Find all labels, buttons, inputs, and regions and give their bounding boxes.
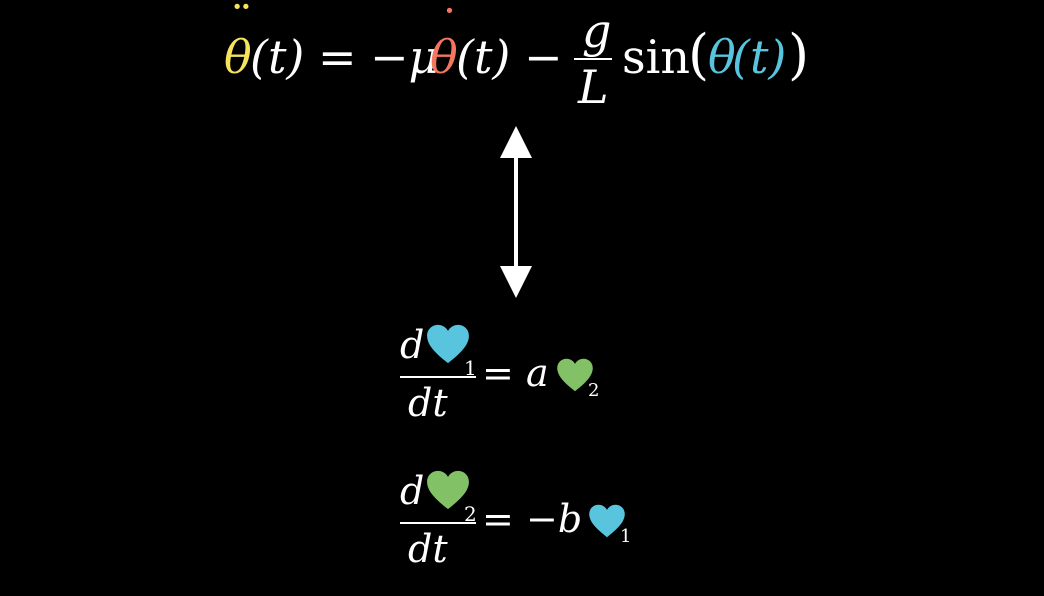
dot-accent: ˙ bbox=[438, 0, 461, 54]
rhs-subscript-1: 1 bbox=[620, 526, 632, 547]
minus-sign: − bbox=[524, 30, 563, 84]
fraction-bar bbox=[400, 376, 476, 378]
heart-blue-icon bbox=[589, 504, 625, 538]
paren-t-3: (t) bbox=[732, 30, 787, 84]
theta-dot: θ bbox=[430, 30, 458, 84]
paren-t-1: (t) bbox=[250, 30, 305, 84]
sin-function: sin bbox=[622, 30, 690, 84]
equals-sign: = bbox=[482, 351, 514, 395]
double-arrow-icon bbox=[500, 126, 532, 298]
denominator-dt: dt bbox=[408, 381, 448, 425]
fraction-bar bbox=[574, 58, 612, 60]
left-paren: ( bbox=[688, 23, 710, 86]
theta: θ bbox=[708, 30, 736, 84]
theta-double-dot: θ bbox=[224, 30, 252, 84]
fraction-denominator-L: L bbox=[578, 60, 609, 114]
double-dot-accent: ¨ bbox=[230, 0, 253, 50]
fraction-numerator-g: g bbox=[582, 4, 612, 58]
numerator-d: d bbox=[400, 323, 425, 367]
heart-green-icon bbox=[427, 470, 469, 510]
rhs-subscript-2: 2 bbox=[588, 380, 600, 401]
heart-subscript-2: 2 bbox=[464, 502, 477, 526]
numerator-d: d bbox=[400, 469, 425, 513]
equals-sign: = bbox=[482, 497, 514, 541]
heart-equation-2: d 2 dt = −b 1 bbox=[398, 464, 718, 584]
minus-mu: −μ bbox=[370, 30, 439, 84]
coefficient-a: a bbox=[526, 351, 549, 395]
heart-equation-1: d 1 dt = a 2 bbox=[398, 318, 718, 438]
denominator-dt: dt bbox=[408, 527, 448, 571]
paren-t-2: (t) bbox=[456, 30, 511, 84]
equals-sign: = bbox=[318, 30, 357, 84]
fraction-bar bbox=[400, 522, 476, 524]
coefficient-minus-b: −b bbox=[526, 497, 583, 541]
heart-subscript-1: 1 bbox=[464, 356, 477, 380]
heart-blue-icon bbox=[427, 324, 469, 364]
right-paren: ) bbox=[788, 23, 810, 86]
heart-green-icon bbox=[557, 358, 593, 392]
pendulum-equation: θ ¨ (t) = −μ θ ˙ (t) − g L sin ( θ (t) ) bbox=[0, 0, 1044, 110]
